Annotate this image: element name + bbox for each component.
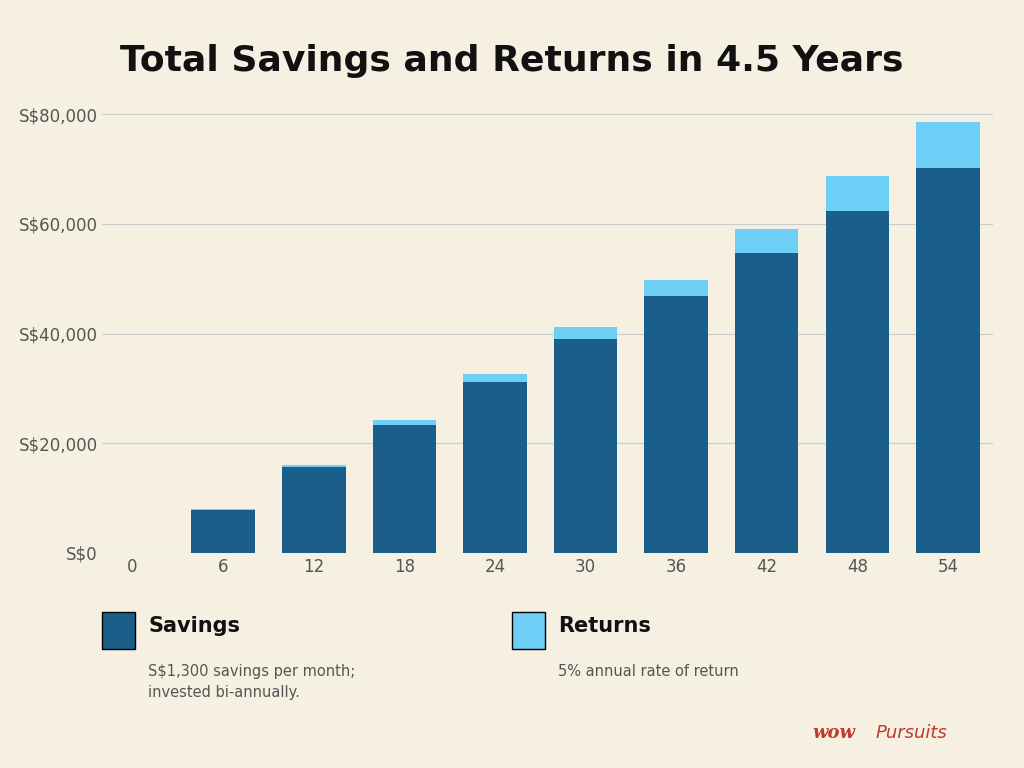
Bar	[373, 425, 436, 553]
Text: S$1,300 savings per month;
invested bi-annually.: S$1,300 savings per month; invested bi-a…	[148, 664, 355, 700]
Bar	[463, 373, 526, 382]
Bar	[735, 229, 799, 253]
Bar	[282, 468, 345, 553]
Text: Pursuits: Pursuits	[876, 724, 947, 743]
Bar	[191, 510, 255, 553]
Bar	[463, 382, 526, 553]
Bar	[644, 280, 708, 296]
Text: Returns: Returns	[558, 616, 651, 636]
Bar	[735, 253, 799, 553]
Bar	[916, 168, 980, 553]
Bar	[554, 339, 617, 553]
Text: wow: wow	[812, 724, 855, 743]
Bar	[554, 327, 617, 339]
Bar	[191, 509, 255, 510]
Text: Savings: Savings	[148, 616, 241, 636]
Bar	[825, 210, 889, 553]
Bar	[373, 419, 436, 425]
Bar	[644, 296, 708, 553]
Bar	[916, 122, 980, 168]
Text: 5% annual rate of return: 5% annual rate of return	[558, 664, 739, 680]
Bar	[282, 465, 345, 468]
Bar	[825, 176, 889, 210]
Text: Total Savings and Returns in 4.5 Years: Total Savings and Returns in 4.5 Years	[120, 45, 904, 78]
